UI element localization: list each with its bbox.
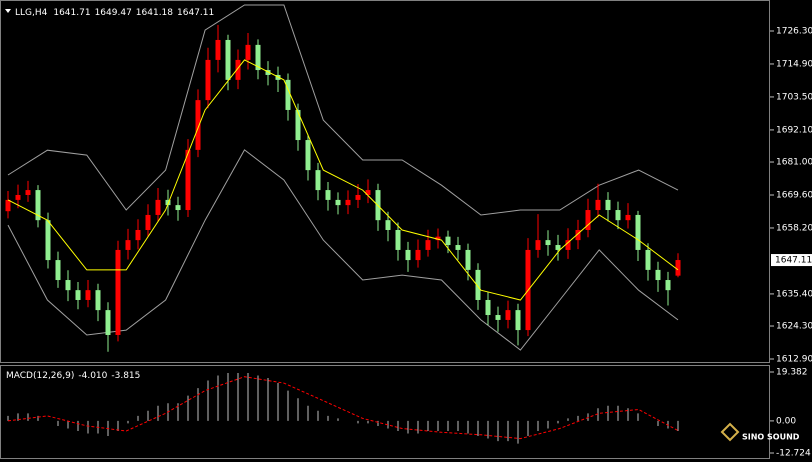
y-tick-label: 0.00 [776,416,796,426]
candle-body [585,210,591,230]
candle-body [245,44,251,60]
current-price: 1647.11 [775,256,812,266]
candle-body [365,190,371,195]
candle-body [175,205,181,211]
candle-body [545,240,551,246]
upper-band [7,4,679,216]
indicator-label: MACD(12,26,9) [6,371,74,381]
candle-body [215,39,221,60]
candle-body [255,44,261,71]
candle-body [645,249,651,270]
candle-body [335,199,341,206]
price-marker-box [771,254,812,267]
candle-body [395,229,401,250]
candle-body [665,280,671,291]
candle-body [495,315,501,320]
candle-body [505,310,511,320]
y-tick-label: 1681.00 [776,158,812,168]
candle-body [355,194,361,200]
open-value: 1641.71 [53,8,90,18]
y-tick-label: 1669.60 [776,190,812,200]
close-value: 1647.11 [177,8,214,18]
y-tick-label: 1726.30 [776,26,812,36]
moving-average [7,59,679,301]
candle-body [635,214,641,250]
candle-body [265,70,271,75]
indicator-header: MACD(12,26,9) -4.010 -3.815 [6,371,140,381]
y-tick-label: -12.724 [776,449,811,459]
y-tick-label: 1624.30 [776,322,812,332]
candle-body [295,109,301,141]
candle-body [405,249,411,261]
candle-body [5,199,11,212]
y-tick-label: 1635.40 [776,289,812,299]
candle-body [25,190,31,195]
candle-body [655,269,661,281]
candle-body [45,220,51,261]
menu-triangle [5,9,11,13]
candle-body [145,214,151,230]
candle-body [285,79,291,110]
y-tick-label: 1658.20 [776,223,812,233]
symbol: LLG,H4 [15,8,48,18]
candle-body [185,149,191,211]
candle-body [535,240,541,250]
candle-body [205,59,211,101]
indicator-panel [0,365,770,459]
price-panel [0,0,770,363]
y-tick-label: 1612.90 [776,354,812,364]
signal-line [7,376,679,440]
candle-body [325,190,331,200]
candle-body [135,229,141,241]
candle-body [65,280,71,291]
candle-body [605,199,611,211]
candle-body [105,310,111,335]
candle-body [125,240,131,250]
candle-body [195,100,201,150]
candle-body [485,299,491,316]
candle-body [385,220,391,230]
y-tick-label: 1714.90 [776,59,812,69]
candle-body [235,59,241,80]
candle-body [305,140,311,171]
candle-body [85,290,91,300]
signal-value: -3.815 [111,371,140,381]
candle-body [615,210,621,221]
candle-body [55,260,61,281]
logo-icon [720,422,740,442]
candle-body [415,249,421,261]
candle-body [435,236,441,241]
candle-body [595,199,601,211]
candle-body [155,199,161,215]
low-value: 1641.18 [136,8,173,18]
candle-body [625,214,631,221]
candle-body [515,310,521,331]
y-tick-label: 1703.50 [776,92,812,102]
candle-body [445,236,451,246]
y-tick-label: 1692.10 [776,125,812,135]
candle-body [115,249,121,335]
candle-body [345,199,351,206]
candle-body [455,245,461,250]
chart-header: LLG,H4 1641.71 1649.47 1641.18 1647.11 [15,8,214,18]
candle-body [425,240,431,250]
candle-body [475,269,481,300]
candle-body [555,245,561,250]
candle-body [315,170,321,191]
candle-body [225,39,231,80]
watermark: SINO SOUND [742,433,800,442]
candle-body [565,240,571,250]
candle-body [15,194,21,200]
high-value: 1649.47 [95,8,132,18]
candle-body [95,290,101,311]
candle-body [165,199,171,206]
indicator-value: -4.010 [78,371,107,381]
candle-body [675,260,681,276]
candle-body [465,249,471,270]
candle-body [575,229,581,241]
y-tick-label: 19.382 [776,368,808,378]
candle-body [35,190,41,221]
candle-body [75,290,81,300]
